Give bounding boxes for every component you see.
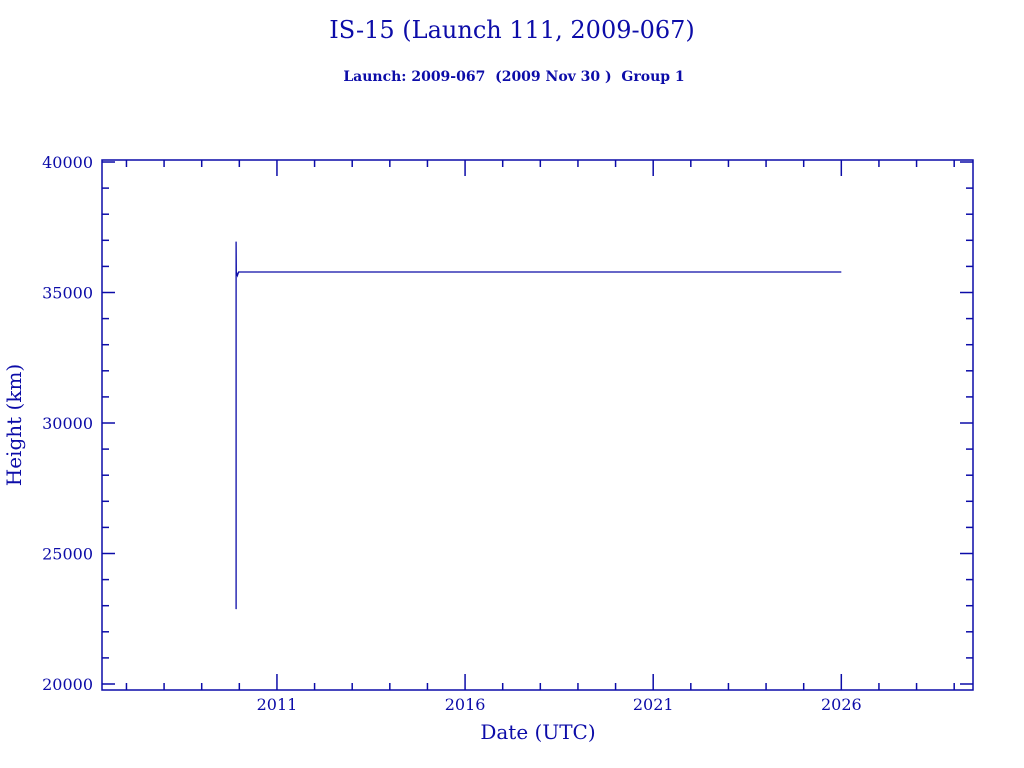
y-tick-label: 20000 (42, 675, 93, 694)
y-axis-label: Height (km) (2, 364, 26, 486)
x-tick-label: 2016 (445, 695, 486, 714)
y-tick-label: 30000 (42, 414, 93, 433)
x-tick-label: 2026 (821, 695, 862, 714)
x-tick-label: 2021 (633, 695, 674, 714)
x-axis-label: Date (UTC) (480, 720, 595, 744)
y-tick-label: 25000 (42, 545, 93, 564)
x-tick-label: 2011 (257, 695, 298, 714)
series-line-0 (235, 241, 842, 610)
plot-frame (101, 159, 974, 691)
chart-title: IS-15 (Launch 111, 2009-067) (329, 16, 695, 44)
chart-subtitle: Launch: 2009-067 (2009 Nov 30 ) Group 1 (343, 69, 684, 85)
y-tick-label: 35000 (42, 284, 93, 303)
y-tick-label: 40000 (42, 153, 93, 172)
